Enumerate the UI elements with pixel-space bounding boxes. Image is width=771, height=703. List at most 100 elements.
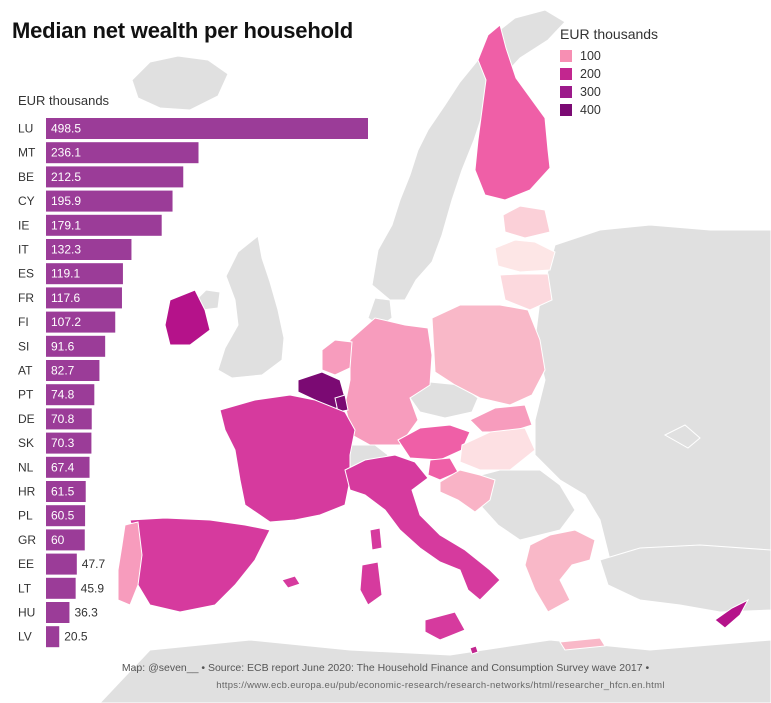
map-EE xyxy=(502,205,551,239)
map-IT-sardinia xyxy=(359,561,383,606)
land-iceland xyxy=(131,55,229,111)
bar-value-label: 45.9 xyxy=(81,581,105,595)
map-SK xyxy=(469,404,533,433)
bar-category-label: FR xyxy=(18,291,34,305)
bar-category-label: IT xyxy=(18,243,29,257)
bar-category-label: BE xyxy=(18,170,34,184)
bar xyxy=(46,577,76,599)
land-czechia xyxy=(407,381,479,419)
bar-category-label: IE xyxy=(18,218,29,232)
legend-title: EUR thousands xyxy=(560,26,659,42)
map-GR-crete xyxy=(559,637,606,651)
bar-value-label: 67.4 xyxy=(51,460,75,474)
map-FI xyxy=(474,24,551,201)
legend-item: 300 xyxy=(560,83,658,101)
legend: EUR thousands 100 200 300 400 xyxy=(560,26,658,119)
bar-value-label: 70.3 xyxy=(51,436,75,450)
bar-value-label: 117.6 xyxy=(51,291,80,305)
map-CY xyxy=(714,598,750,629)
bar-category-label: HU xyxy=(18,606,35,620)
map-IT xyxy=(344,454,501,601)
land-scandinavia xyxy=(371,9,566,301)
bar-category-label: SI xyxy=(18,339,29,353)
bar-value-label: 212.5 xyxy=(51,170,81,184)
land-uk xyxy=(217,235,285,379)
bar xyxy=(46,481,86,502)
bar xyxy=(46,456,90,478)
bar-value-label: 36.3 xyxy=(74,606,98,620)
map-PL xyxy=(431,304,546,406)
map-LV xyxy=(494,239,556,273)
source-footer: Map: @seven__ • Source: ECB report June … xyxy=(0,660,771,694)
bar-value-label: 61.5 xyxy=(51,485,75,499)
bar-category-label: EE xyxy=(18,557,34,571)
bar xyxy=(46,408,92,430)
bar-value-label: 195.9 xyxy=(51,194,81,208)
bar-category-label: DE xyxy=(18,412,35,426)
map-NL xyxy=(321,339,353,376)
map-GR xyxy=(524,529,596,613)
map-PT xyxy=(117,521,143,606)
bar xyxy=(46,311,116,333)
legend-swatch xyxy=(560,50,572,62)
bar-category-label: AT xyxy=(18,364,33,378)
bar xyxy=(46,190,173,212)
bar-value-label: 60 xyxy=(51,533,65,547)
bar xyxy=(46,432,92,454)
map-MT xyxy=(469,645,479,655)
map-IE xyxy=(164,289,211,346)
bar xyxy=(46,529,85,551)
legend-item: 400 xyxy=(560,101,658,119)
bar xyxy=(46,360,100,381)
bar-value-label: 70.8 xyxy=(51,412,75,426)
bar-category-label: PT xyxy=(18,388,34,402)
bar-value-label: 60.5 xyxy=(51,509,75,523)
legend-item: 100 xyxy=(560,47,658,65)
bar xyxy=(46,505,86,527)
bar-category-label: FI xyxy=(18,315,29,329)
legend-swatch xyxy=(560,86,572,98)
bar xyxy=(46,118,368,139)
bar-value-label: 179.1 xyxy=(51,218,81,232)
bar-category-label: SK xyxy=(18,436,34,450)
land-turkey xyxy=(599,544,771,613)
bar xyxy=(46,214,162,236)
map-LU xyxy=(334,394,349,413)
bar-value-label: 91.6 xyxy=(51,339,75,353)
bar-value-label: 498.5 xyxy=(51,122,81,136)
legend-item: 200 xyxy=(560,65,658,83)
bar xyxy=(46,166,184,188)
bar-value-label: 236.1 xyxy=(51,146,81,160)
bar xyxy=(46,287,122,309)
bar-value-label: 132.3 xyxy=(51,243,81,257)
axis-unit-label: EUR thousands xyxy=(18,93,110,108)
bar-category-label: LV xyxy=(18,630,32,644)
legend-swatch xyxy=(560,68,572,80)
bar xyxy=(46,239,132,260)
bar-category-label: CY xyxy=(18,194,35,208)
bar-value-label: 119.1 xyxy=(51,267,80,281)
map-LT xyxy=(499,273,553,311)
bar xyxy=(46,335,106,357)
map-FR-corsica xyxy=(369,527,383,551)
map-FR xyxy=(219,394,356,523)
bar-category-label: MT xyxy=(18,146,36,160)
bar-value-label: 82.7 xyxy=(51,364,75,378)
bar xyxy=(46,384,95,406)
source-text: Map: @seven__ • Source: ECB report June … xyxy=(121,662,650,674)
bar xyxy=(46,602,70,623)
bar-category-label: NL xyxy=(18,460,34,474)
map-ES-baleares xyxy=(281,575,301,589)
bar-value-label: 47.7 xyxy=(82,557,106,571)
land-crimea-island xyxy=(663,424,701,449)
bar-category-label: LT xyxy=(18,581,32,595)
bar xyxy=(46,553,77,575)
source-url: https://www.ecb.europa.eu/pub/economic-r… xyxy=(216,680,665,691)
bar-category-label: ES xyxy=(18,267,34,281)
bar-value-label: 20.5 xyxy=(64,630,88,644)
bar-category-label: GR xyxy=(18,533,36,547)
map-HR xyxy=(439,469,496,513)
map-SI xyxy=(427,457,459,481)
legend-swatch xyxy=(560,104,572,116)
